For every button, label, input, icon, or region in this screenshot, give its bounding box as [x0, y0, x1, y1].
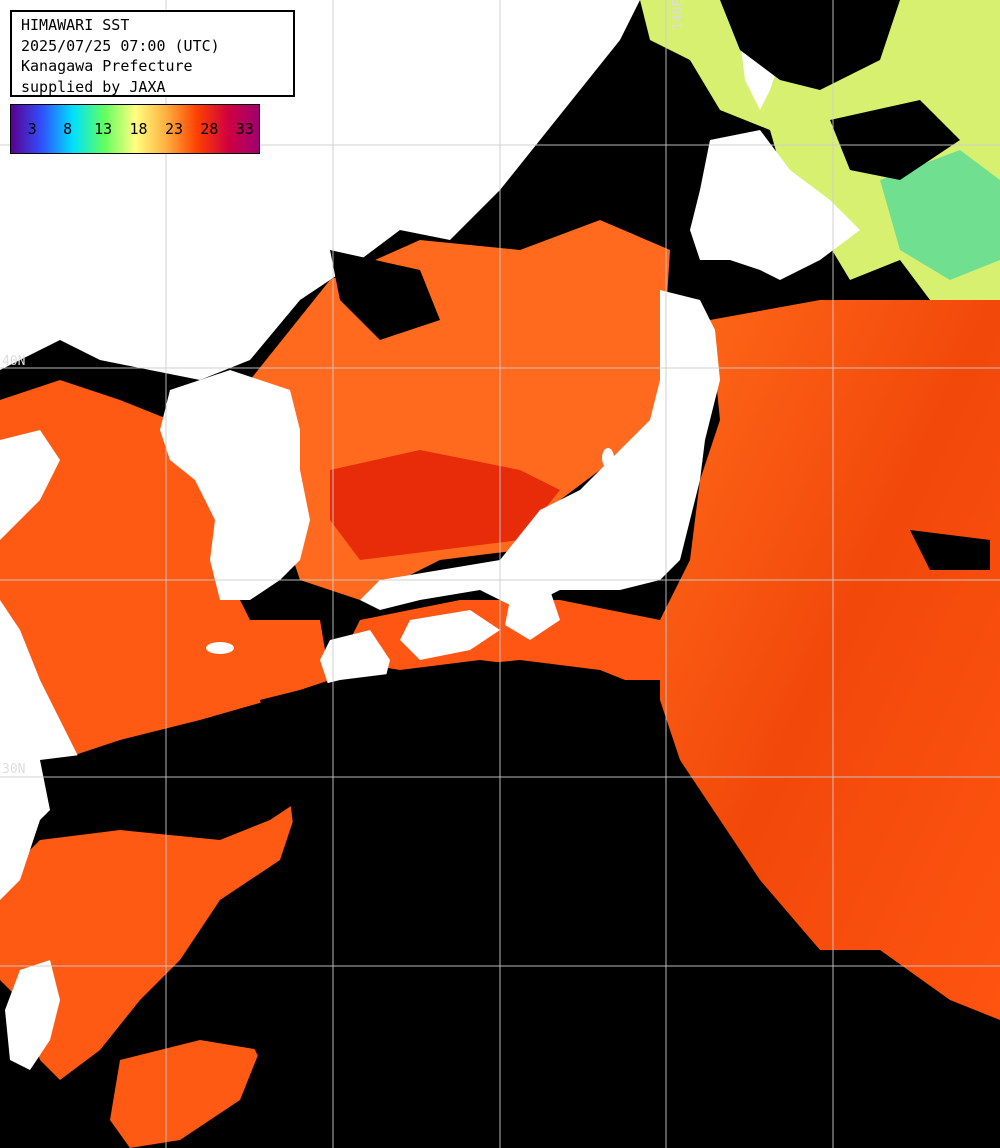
- lat-label-40n: 40N: [2, 354, 26, 369]
- cold-water-green: [880, 150, 1000, 280]
- legend-tick-label: 3: [27, 120, 37, 138]
- timestamp: 2025/07/25 07:00 (UTC): [21, 36, 220, 55]
- land-kii: [505, 590, 560, 640]
- cloud-patch-west: [40, 730, 270, 830]
- lat-label-30n: 30N: [2, 762, 26, 777]
- legend-tick-label: 28: [200, 120, 219, 138]
- southwest-sst-patch: [110, 1040, 260, 1148]
- land-honshu: [360, 290, 720, 610]
- legend-tick-label: 8: [63, 120, 73, 138]
- land-china-coast-south: [0, 600, 80, 900]
- color-legend: 3 8 13 18 23 28 33: [10, 104, 260, 154]
- legend-tick-label: 23: [164, 120, 183, 138]
- east-china-sea-south-sst: [0, 800, 300, 1080]
- cloud-patch-sea: [330, 250, 440, 340]
- product-title: HIMAWARI SST: [21, 16, 130, 34]
- land-sado: [602, 448, 614, 468]
- region-name: Kanagawa Prefecture: [21, 57, 193, 75]
- cloud-patch-ne: [830, 100, 960, 180]
- info-box: HIMAWARI SST 2025/07/25 07:00 (UTC) Kana…: [10, 10, 295, 97]
- cloud-patch-north: [720, 0, 900, 90]
- land-hokkaido: [690, 130, 860, 280]
- sea-of-japan-core: [330, 450, 560, 560]
- legend-tick-label: 18: [129, 120, 148, 138]
- cloud-patch-east: [910, 530, 990, 570]
- attribution: supplied by JAXA: [21, 77, 166, 96]
- cloud-band-south: [240, 660, 1000, 1148]
- legend-colorbar: [11, 105, 259, 153]
- land-taiwan: [5, 960, 60, 1070]
- yellow-sea-sst: [0, 380, 330, 760]
- land-jeju: [206, 642, 234, 654]
- legend-tick-label: 13: [94, 120, 113, 138]
- land-korea: [160, 370, 310, 600]
- lon-label-140e: 140E: [671, 0, 686, 30]
- land-shikoku: [400, 610, 500, 660]
- land-china-east: [0, 430, 60, 540]
- legend-tick-label: 33: [235, 120, 254, 138]
- pacific-east-sst: [660, 300, 1000, 1020]
